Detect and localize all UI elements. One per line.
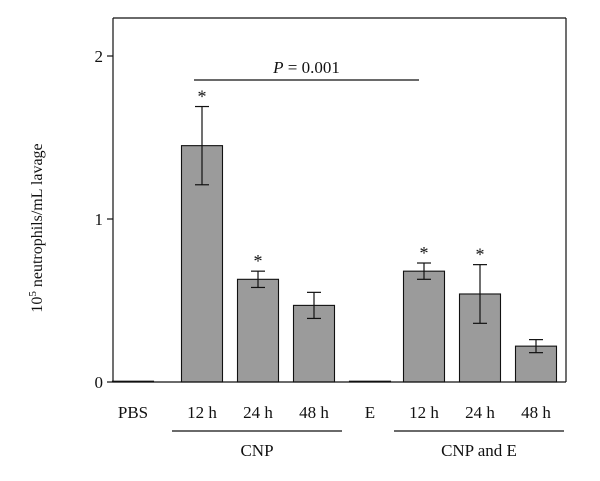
- bar: [402, 270, 446, 383]
- bars-layer: [111, 145, 558, 383]
- group-label: CNP: [240, 441, 273, 460]
- y-axis-label-exponent: 5: [27, 291, 39, 297]
- x-tick-label: PBS: [118, 403, 148, 422]
- x-tick-label: 48 h: [521, 403, 551, 422]
- x-tick-label: 48 h: [299, 403, 329, 422]
- x-tick-label: 12 h: [409, 403, 439, 422]
- x-tick-labels-layer: PBS 12 h 24 h 48 h E 12 h 24 h 48 h: [118, 403, 552, 422]
- significance-marker: *: [198, 87, 207, 107]
- significance-marker: *: [476, 245, 485, 265]
- error-bars-layer: [195, 105, 543, 354]
- comparison-label-rest: = 0.001: [284, 58, 340, 77]
- significance-marker: *: [420, 243, 429, 263]
- y-axis-label-base: 10: [29, 297, 46, 313]
- group-brackets-layer: CNP CNP and E: [172, 430, 564, 460]
- y-tick-label: 0: [95, 373, 104, 392]
- group-label: CNP and E: [441, 441, 517, 460]
- x-tick-label: 24 h: [465, 403, 495, 422]
- comparison-label-italic: P: [272, 58, 283, 77]
- x-tick-label: 12 h: [187, 403, 217, 422]
- bar: [180, 145, 224, 383]
- significance-markers-layer: * * * *: [198, 87, 485, 272]
- y-axis-label: 105 neutrophils/mL lavage: [27, 143, 46, 312]
- y-tick-label: 1: [95, 210, 104, 229]
- comparison-label: P = 0.001: [272, 58, 340, 77]
- y-tick-label: 2: [95, 47, 104, 66]
- y-axis-label-text: neutrophils/mL lavage: [29, 143, 46, 291]
- x-tick-label: 24 h: [243, 403, 273, 422]
- y-ticks-layer: 0 1 2: [95, 47, 113, 392]
- x-tick-label: E: [365, 403, 375, 422]
- significance-marker: *: [254, 251, 263, 271]
- bar: [236, 278, 280, 383]
